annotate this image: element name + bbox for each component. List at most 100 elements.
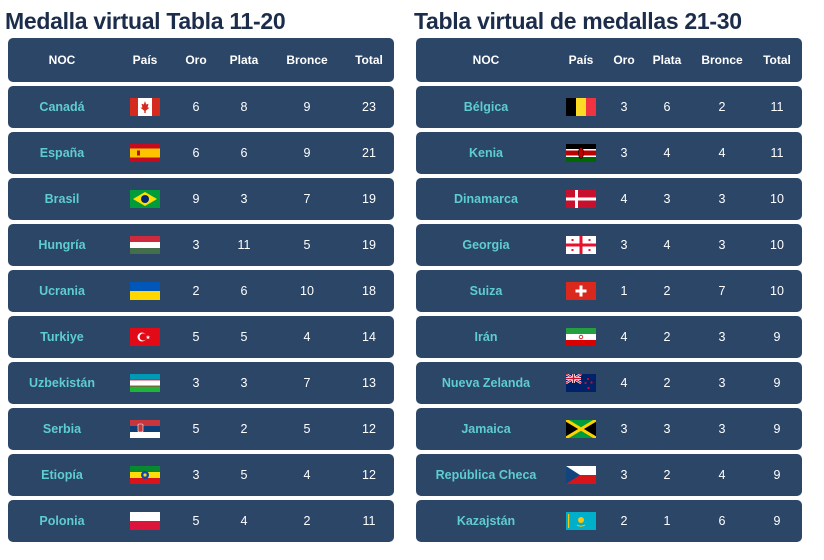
table-row: Uzbekistán 3 3 7 13 [8,362,394,404]
bronze-count: 4 [718,468,726,482]
total-count: 9 [773,330,781,344]
country-flag-cell [556,466,606,484]
silver-count: 2 [663,468,671,482]
header-bronce: Bronce [286,53,328,67]
country-name: Serbia [42,422,82,436]
total-count: 18 [362,284,376,298]
total-count: 23 [362,100,376,114]
bronze-count: 2 [718,100,726,114]
country-name: Uzbekistán [29,376,95,390]
georgia-flag-icon [566,236,596,254]
bronze-count: 3 [718,192,726,206]
bronze-count: 3 [718,330,726,344]
silver-count: 4 [663,238,671,252]
bronze-count: 4 [718,146,726,160]
country-name: Kenia [468,146,504,160]
table-row: Kenia 3 4 4 11 [416,132,802,174]
country-flag-cell [116,328,174,346]
silver-count: 5 [240,330,248,344]
country-name: Canadá [39,100,85,114]
total-count: 12 [362,468,376,482]
bronze-count: 2 [303,514,311,528]
table-row: Polonia 5 4 2 11 [8,500,394,542]
medal-table-21-30: Tabla virtual de medallas 21-30 NOC País… [414,0,802,546]
gold-count: 3 [620,146,628,160]
header-noc: NOC [48,53,76,67]
gold-count: 9 [192,192,200,206]
silver-count: 6 [240,284,248,298]
silver-count: 2 [663,376,671,390]
ukraine-flag-icon [130,282,160,300]
header-oro: Oro [613,53,635,67]
table-row: Etiopía 3 5 4 12 [8,454,394,496]
table-title: Tabla virtual de medallas 21-30 [414,8,742,34]
spain-flag-icon [130,144,160,162]
bronze-count: 9 [303,100,311,114]
country-flag-cell [556,98,606,116]
table-row: Ucrania 2 6 10 18 [8,270,394,312]
country-name: Kazajstán [456,514,516,528]
silver-count: 2 [240,422,248,436]
iran-flag-icon [566,328,596,346]
gold-count: 5 [192,330,200,344]
poland-flag-icon [130,512,160,530]
total-count: 12 [362,422,376,436]
bronze-count: 7 [303,376,311,390]
bronze-count: 9 [303,146,311,160]
silver-count: 11 [237,238,251,252]
bronze-count: 5 [303,422,311,436]
bronze-count: 7 [303,192,311,206]
table-row: Georgia 3 4 3 10 [416,224,802,266]
switzerland-flag-icon [566,282,596,300]
bronze-count: 10 [300,284,314,298]
country-name: Bélgica [463,100,509,114]
gold-count: 3 [192,376,200,390]
belgium-flag-icon [566,98,596,116]
country-flag-cell [556,190,606,208]
table-row: Irán 4 2 3 9 [416,316,802,358]
header-noc: NOC [472,53,500,67]
total-count: 9 [773,422,781,436]
country-name: Turkiye [40,330,84,344]
silver-count: 3 [240,376,248,390]
table-row: Suiza 1 2 7 10 [416,270,802,312]
total-count: 10 [770,192,784,206]
table-row: España 6 6 9 21 [8,132,394,174]
total-count: 9 [773,376,781,390]
gold-count: 2 [192,284,200,298]
country-flag-cell [116,420,174,438]
country-name: Polonia [39,514,85,528]
denmark-flag-icon [566,190,596,208]
header-plata: Plata [652,53,682,67]
gold-count: 6 [192,146,200,160]
silver-count: 6 [663,100,671,114]
kazakhstan-flag-icon [566,512,596,530]
total-count: 11 [770,100,784,114]
silver-count: 1 [663,514,671,528]
gold-count: 6 [192,100,200,114]
gold-count: 3 [620,100,628,114]
gold-count: 4 [620,192,628,206]
table-row: Canadá 6 8 9 23 [8,86,394,128]
country-flag-cell [556,512,606,530]
country-flag-cell [556,282,606,300]
silver-count: 3 [240,192,248,206]
silver-count: 4 [240,514,248,528]
silver-count: 2 [663,284,671,298]
total-count: 11 [770,146,784,160]
table-row: Kazajstán 2 1 6 9 [416,500,802,542]
table-row: Dinamarca 4 3 3 10 [416,178,802,220]
table-row: Brasil 9 3 7 19 [8,178,394,220]
kenya-flag-icon [566,144,596,162]
table-row: Jamaica 3 3 3 9 [416,408,802,450]
total-count: 11 [362,514,376,528]
total-count: 10 [770,238,784,252]
gold-count: 2 [620,514,628,528]
country-flag-cell [116,282,174,300]
gold-count: 4 [620,330,628,344]
bronze-count: 3 [718,238,726,252]
total-count: 13 [362,376,376,390]
table-row: República Checa 3 2 4 9 [416,454,802,496]
gold-count: 4 [620,376,628,390]
brazil-flag-icon [130,190,160,208]
